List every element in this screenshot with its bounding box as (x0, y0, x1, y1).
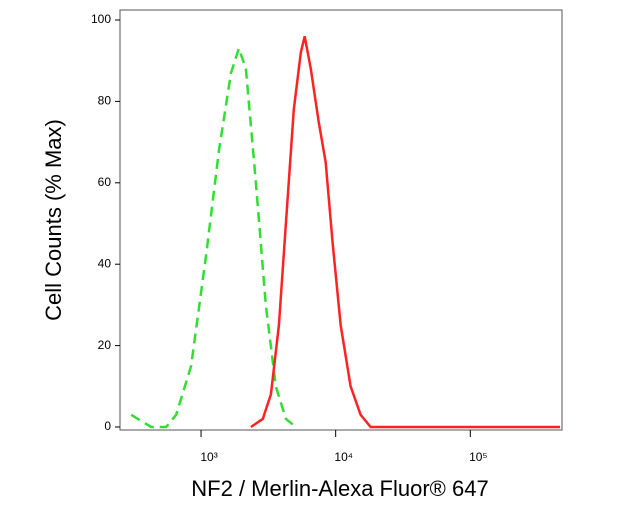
y-tick-label: 100 (91, 12, 111, 26)
y-tick-label: 40 (98, 256, 112, 270)
x-tick-label: 10⁴ (334, 450, 353, 464)
histogram-line (130, 44, 297, 429)
y-tick-label: 0 (104, 419, 111, 433)
plot-frame (119, 9, 563, 431)
x-axis-title: NF2 / Merlin-Alexa Fluor® 647 (191, 476, 488, 501)
y-axis-title: Cell Counts (% Max) (41, 119, 66, 321)
x-tick-label: 10³ (200, 450, 217, 464)
y-tick-label: 80 (98, 94, 112, 108)
y-tick-label: 20 (98, 338, 112, 352)
x-tick-label: 10⁵ (469, 450, 487, 464)
histogram-line (250, 36, 560, 429)
y-tick-label: 60 (98, 175, 112, 189)
